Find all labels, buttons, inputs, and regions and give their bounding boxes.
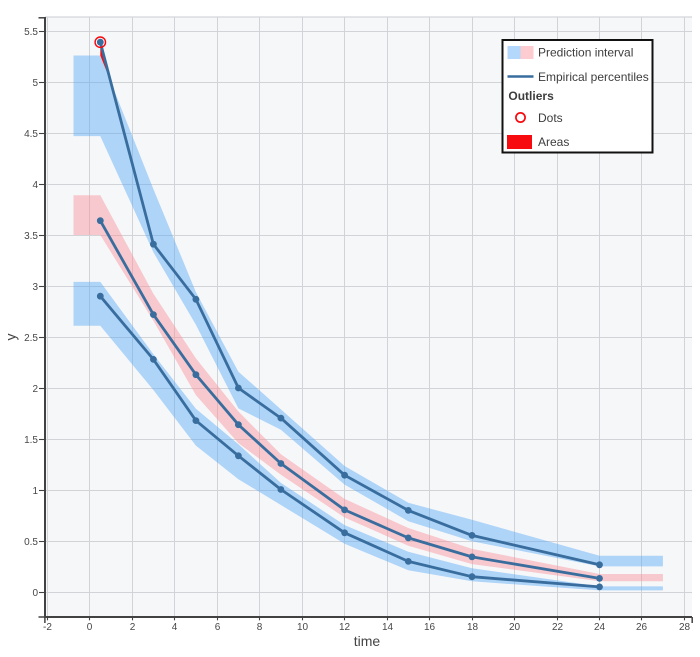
svg-text:Areas: Areas [538, 135, 569, 149]
svg-text:-2: -2 [43, 622, 52, 633]
svg-text:2.5: 2.5 [24, 333, 38, 344]
svg-text:8: 8 [257, 622, 263, 633]
svg-text:Empirical percentiles: Empirical percentiles [538, 70, 649, 84]
svg-text:4: 4 [32, 180, 38, 191]
svg-text:time: time [354, 633, 381, 649]
svg-text:1: 1 [32, 486, 38, 497]
svg-text:2: 2 [32, 384, 38, 395]
svg-text:0: 0 [87, 622, 93, 633]
svg-text:4.5: 4.5 [24, 129, 38, 140]
svg-text:1.5: 1.5 [24, 435, 38, 446]
svg-text:4: 4 [172, 622, 178, 633]
svg-text:16: 16 [424, 622, 436, 633]
svg-text:20: 20 [509, 622, 521, 633]
svg-text:22: 22 [552, 622, 564, 633]
svg-text:26: 26 [636, 622, 648, 633]
svg-text:6: 6 [215, 622, 221, 633]
svg-text:14: 14 [382, 622, 394, 633]
svg-text:0: 0 [32, 588, 38, 599]
svg-text:3: 3 [32, 282, 38, 293]
svg-text:Outliers: Outliers [508, 89, 554, 103]
svg-text:0.5: 0.5 [24, 537, 38, 548]
svg-text:y: y [3, 334, 19, 341]
svg-text:18: 18 [467, 622, 479, 633]
svg-text:5.5: 5.5 [24, 27, 38, 38]
svg-text:Dots: Dots [538, 111, 563, 125]
svg-text:Prediction interval: Prediction interval [538, 45, 633, 59]
svg-text:28: 28 [679, 622, 691, 633]
svg-text:3.5: 3.5 [24, 231, 38, 242]
svg-text:24: 24 [594, 622, 606, 633]
svg-text:12: 12 [339, 622, 351, 633]
svg-text:5: 5 [32, 78, 38, 89]
svg-text:2: 2 [130, 622, 136, 633]
svg-text:10: 10 [297, 622, 309, 633]
